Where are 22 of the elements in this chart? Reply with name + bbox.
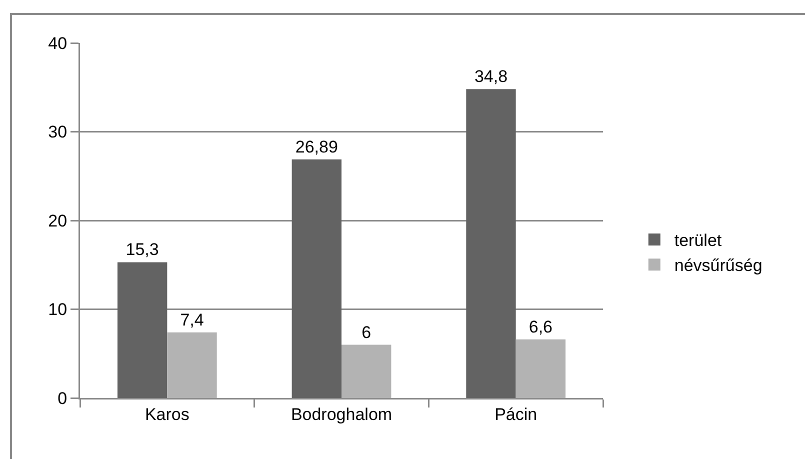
x-tick-label: Pácin [494, 404, 538, 424]
bar [516, 339, 566, 398]
x-tick-label: Karos [144, 404, 190, 424]
y-tick-label: 30 [48, 122, 68, 142]
data-label: 6 [362, 322, 372, 342]
y-tick-label: 10 [48, 300, 68, 320]
y-tick-label: 0 [58, 388, 68, 408]
data-label: 7,4 [180, 310, 204, 330]
data-label: 26,89 [295, 137, 338, 156]
bar [342, 344, 392, 398]
bar [117, 262, 168, 398]
bar [466, 89, 516, 398]
x-tick-label: Bodroghalom [290, 404, 392, 424]
data-label: 34,8 [474, 67, 508, 86]
y-tick-label: 20 [48, 211, 68, 230]
bar [167, 332, 217, 398]
legend-label: névsűrűség [674, 256, 762, 276]
data-label: 6,6 [528, 317, 552, 336]
data-label: 15,3 [126, 240, 159, 260]
legend-label: terület [674, 231, 722, 250]
y-tick-label: 40 [48, 34, 68, 53]
bar [292, 159, 342, 398]
